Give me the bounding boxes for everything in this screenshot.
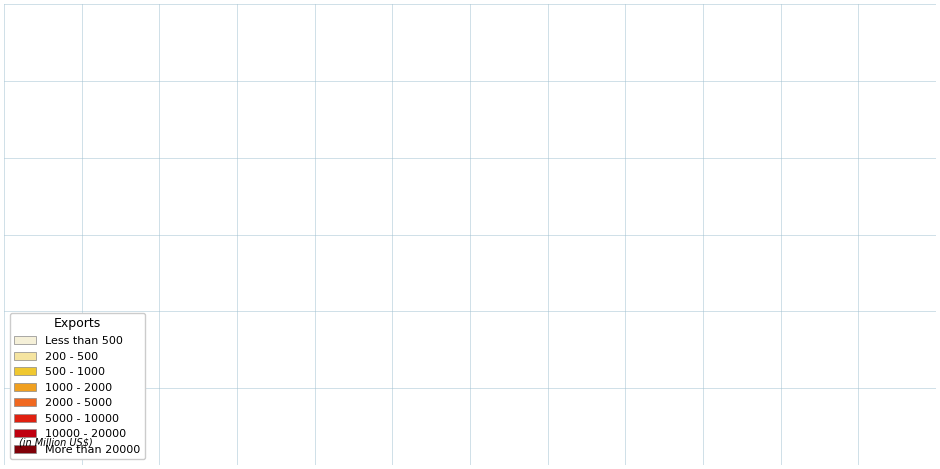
Legend: Less than 500, 200 - 500, 500 - 1000, 1000 - 2000, 2000 - 5000, 5000 - 10000, 10: Less than 500, 200 - 500, 500 - 1000, 10… [9,313,145,459]
Text: (in Million US$): (in Million US$) [19,438,92,447]
